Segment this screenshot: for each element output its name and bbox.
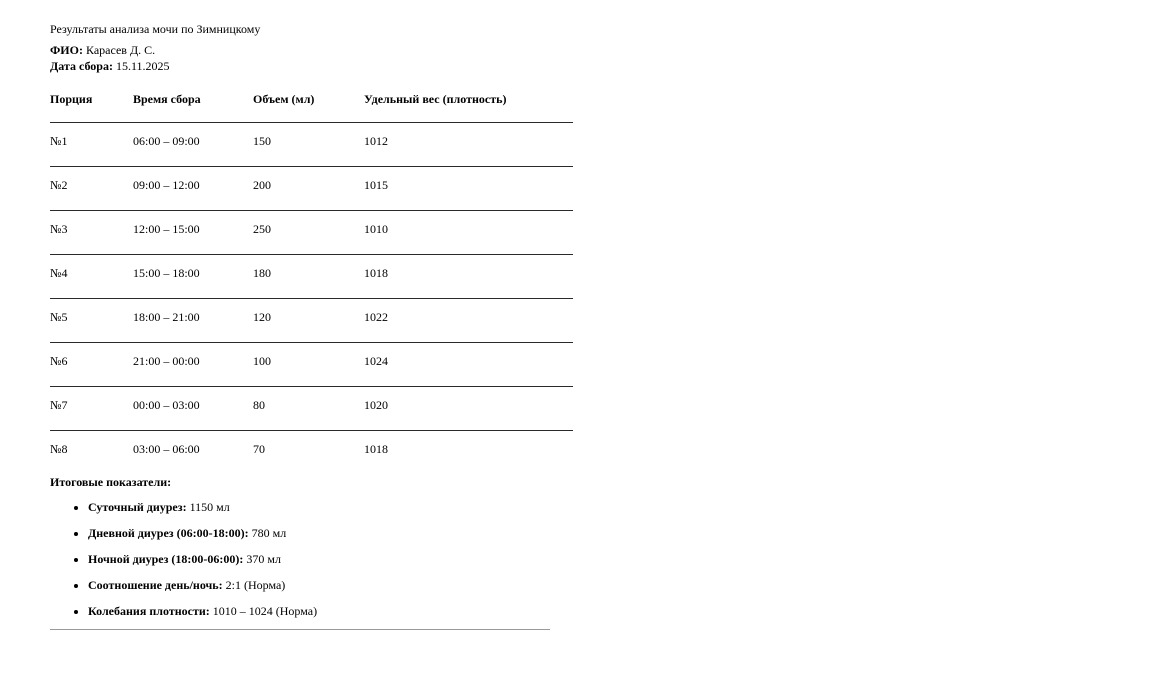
list-item: Суточный диурез: 1150 мл — [88, 499, 640, 515]
cell-time: 12:00 – 15:00 — [133, 210, 253, 255]
cell-time: 03:00 – 06:00 — [133, 442, 200, 456]
table-row: №7 00:00 – 03:00 80 1020 — [50, 386, 573, 431]
cell-density: 1015 — [364, 166, 573, 211]
divider — [50, 629, 550, 630]
collection-date-line: Дата сбора: 15.11.2025 — [50, 58, 640, 74]
cell-volume: 80 — [253, 386, 364, 431]
table-row: №6 21:00 – 00:00 100 1024 — [50, 342, 573, 387]
patient-label: ФИО: — [50, 43, 83, 57]
cell-volume: 250 — [253, 210, 364, 255]
table-row: №1 06:00 – 09:00 150 1012 — [50, 122, 573, 167]
list-item: Ночной диурез (18:00-06:00): 370 мл — [88, 551, 640, 567]
summary-item-value: 780 мл — [251, 526, 287, 540]
cell-density: 1010 — [364, 210, 573, 255]
column-header-density: Удельный вес (плотность) — [364, 91, 573, 123]
document-title: Результаты анализа мочи по Зимницкому — [50, 22, 261, 36]
patient-value: Карасев Д. С. — [85, 43, 156, 57]
list-item: Соотношение день/ночь: 2:1 (Норма) — [88, 577, 640, 593]
cell-density: 1024 — [364, 342, 573, 387]
summary-item-label: Суточный диурез: — [88, 500, 187, 514]
patient-line: ФИО: Карасев Д. С. — [50, 42, 640, 58]
cell-density: 1012 — [364, 122, 573, 167]
table-row: №3 12:00 – 15:00 250 1010 — [50, 210, 573, 255]
summary-list: Суточный диурез: 1150 мл Дневной диурез … — [50, 499, 640, 619]
cell-density: 1020 — [364, 386, 573, 431]
cell-volume: 120 — [253, 298, 364, 343]
cell-portion: №2 — [50, 166, 133, 211]
cell-portion: №6 — [50, 342, 133, 387]
list-item: Колебания плотности: 1010 – 1024 (Норма) — [88, 603, 640, 619]
summary-item-label: Дневной диурез (06:00-18:00): — [88, 526, 249, 540]
column-header-portion: Порция — [50, 91, 133, 123]
cell-time: 18:00 – 21:00 — [133, 298, 253, 343]
summary-item-value: 370 мл — [246, 552, 281, 566]
collection-date-label: Дата сбора: — [50, 59, 113, 73]
summary-item-value: 2:1 (Норма) — [225, 578, 286, 592]
cell-portion: №7 — [50, 386, 133, 431]
cell-time: 06:00 – 09:00 — [133, 122, 253, 167]
table-row: №2 09:00 – 12:00 200 1015 — [50, 166, 573, 211]
cell-time: 21:00 – 00:00 — [133, 342, 253, 387]
cell-portion: №3 — [50, 210, 133, 255]
table-header-row: Порция Время сбора Объем (мл) Удельный в… — [50, 91, 573, 123]
document-meta: ФИО: Карасев Д. С. Дата сбора: 15.11.202… — [50, 42, 640, 74]
cell-portion: №4 — [50, 254, 133, 299]
cell-volume: 180 — [253, 254, 364, 299]
cell-volume: 200 — [253, 166, 364, 211]
cell-density: 1018 — [364, 442, 388, 456]
collection-date-value: 15.11.2025 — [115, 59, 170, 73]
cell-volume: 100 — [253, 342, 364, 387]
summary-item-label: Колебания плотности: — [88, 604, 210, 618]
cell-time: 15:00 – 18:00 — [133, 254, 253, 299]
cell-portion: №1 — [50, 122, 133, 167]
cell-time: 00:00 – 03:00 — [133, 386, 253, 431]
table-row: №4 15:00 – 18:00 180 1018 — [50, 254, 573, 299]
summary-item-value: 1150 мл — [189, 500, 230, 514]
table-row: №5 18:00 – 21:00 120 1022 — [50, 298, 573, 343]
cell-volume: 70 — [253, 442, 265, 456]
cell-portion: №5 — [50, 298, 133, 343]
cell-volume: 150 — [253, 122, 364, 167]
summary-item-label: Ночной диурез (18:00-06:00): — [88, 552, 244, 566]
cell-density: 1018 — [364, 254, 573, 299]
cell-time: 09:00 – 12:00 — [133, 166, 253, 211]
cell-density: 1022 — [364, 298, 573, 343]
column-header-time: Время сбора — [133, 91, 253, 123]
table-row: №8 03:00 – 06:00 70 1018 — [50, 431, 573, 475]
list-item: Дневной диурез (06:00-18:00): 780 мл — [88, 525, 640, 541]
cell-portion: №8 — [50, 442, 68, 456]
summary-item-value: 1010 – 1024 (Норма) — [212, 604, 318, 618]
summary-item-label: Соотношение день/ночь: — [88, 578, 223, 592]
summary-heading: Итоговые показатели: — [50, 475, 172, 489]
document-page: Результаты анализа мочи по Зимницкому ФИ… — [0, 0, 640, 630]
column-header-volume: Объем (мл) — [253, 91, 364, 123]
results-table: Порция Время сбора Объем (мл) Удельный в… — [50, 91, 573, 474]
